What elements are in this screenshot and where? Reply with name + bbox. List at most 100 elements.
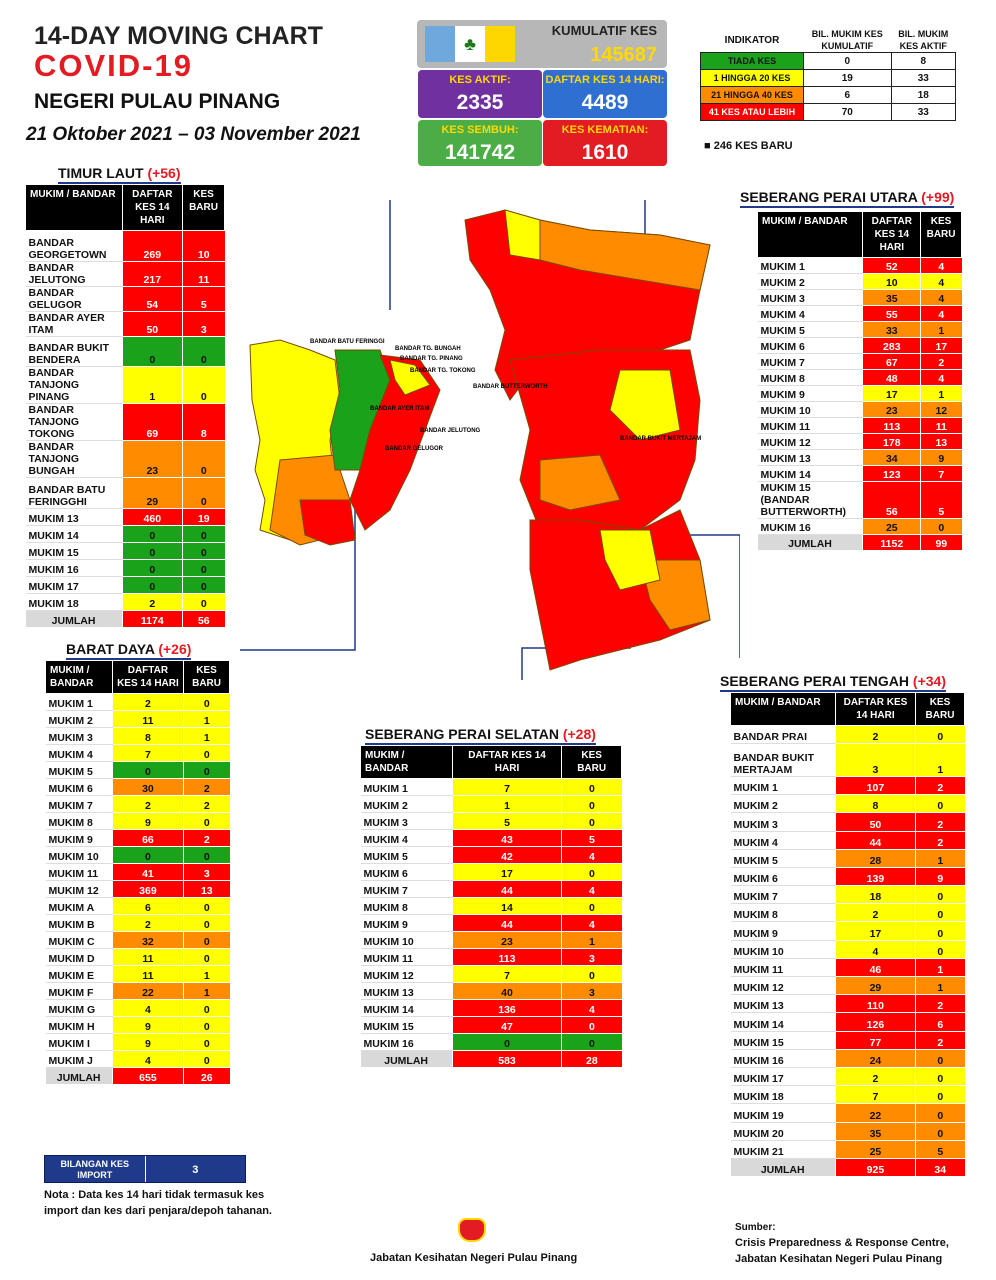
row-label: MUKIM 1 xyxy=(361,779,453,796)
baru-value: 0 xyxy=(915,940,964,958)
daftar-value: 29 xyxy=(122,478,183,509)
table-row: MUKIM 17 2 0 xyxy=(731,1067,965,1085)
aktif-box: KES AKTIF: 2335 xyxy=(418,70,542,118)
row-label: MUKIM 11 xyxy=(46,864,113,881)
row-label: MUKIM 4 xyxy=(361,830,453,847)
daftar-value: 44 xyxy=(452,881,562,898)
daftar-value: 2 xyxy=(112,796,183,813)
total-label: JUMLAH xyxy=(26,610,123,627)
timur-laut-title: TIMUR LAUT (+56) xyxy=(58,165,181,181)
map-label: BANDAR GELUGOR xyxy=(385,446,444,452)
daftar-value: 4489 xyxy=(543,91,667,115)
table-row: MUKIM F 22 1 xyxy=(46,983,230,1000)
aktif-value: 2335 xyxy=(418,91,542,115)
barat-daya-table: MUKIM / BANDAR DAFTAR KES 14 HARI KES BARU… xyxy=(45,660,230,1085)
baru-value: 0 xyxy=(184,762,230,779)
baru-value: 0 xyxy=(183,367,225,404)
table-row: MUKIM 8 14 0 xyxy=(361,898,622,915)
table-row: MUKIM 15 47 0 xyxy=(361,1017,622,1034)
daftar-value: 17 xyxy=(863,386,921,402)
row-label: BANDAR BUKIT BENDERA xyxy=(26,336,123,367)
daftar-value: 44 xyxy=(835,831,915,849)
row-label: MUKIM 2 xyxy=(758,274,863,290)
table-row: MUKIM 2 11 1 xyxy=(46,711,230,728)
table-row: MUKIM 9 44 4 xyxy=(361,915,622,932)
row-label: BANDAR TANJONG PINANG xyxy=(26,367,123,404)
row-label: MUKIM 5 xyxy=(731,849,836,867)
row-label: MUKIM 13 xyxy=(731,995,836,1013)
baru-value: 4 xyxy=(562,847,622,864)
total-value: 28 xyxy=(562,1051,622,1068)
baru-value: 9 xyxy=(921,450,962,466)
note-text: Nota : Data kes 14 hari tidak termasuk k… xyxy=(44,1187,294,1219)
table-row: MUKIM 5 33 1 xyxy=(758,322,962,338)
daftar-value: 47 xyxy=(452,1017,562,1034)
row-label: MUKIM 9 xyxy=(361,915,453,932)
table-row: MUKIM 11 113 11 xyxy=(758,418,962,434)
baru-value: 0 xyxy=(184,1017,230,1034)
table-row: MUKIM 470 xyxy=(46,745,230,762)
daftar-value: 8 xyxy=(835,795,915,813)
baru-value: 0 xyxy=(915,904,964,922)
daftar-value: 17 xyxy=(452,864,562,881)
chart-title: COVID-19 xyxy=(34,48,193,84)
table-row: MUKIM 16 24 0 xyxy=(731,1049,965,1067)
daftar-value: 217 xyxy=(122,261,183,286)
baru-value: 0 xyxy=(915,1049,964,1067)
table-row: MUKIM 890 xyxy=(46,813,230,830)
table-row: MUKIM 820 xyxy=(731,904,965,922)
row-label: MUKIM 17 xyxy=(731,1067,836,1085)
row-label: MUKIM 14 xyxy=(361,1000,453,1017)
daftar-value: 5 xyxy=(452,813,562,830)
baru-value: 0 xyxy=(183,441,225,478)
sps-table: MUKIM / BANDAR DAFTAR KES 14 HARI KES BARU… xyxy=(360,745,622,1068)
baru-value: 4 xyxy=(921,370,962,386)
daftar-value: 269 xyxy=(122,231,183,262)
baru-value: 0 xyxy=(184,1034,230,1051)
row-label: BANDAR PRAI xyxy=(731,726,836,744)
daftar-value: 10 xyxy=(863,274,921,290)
daftar-value: 46 xyxy=(835,958,915,976)
map-label: BANDAR BATU FERINGGI xyxy=(310,339,385,345)
row-label: MUKIM 9 xyxy=(731,922,836,940)
row-label: MUKIM B xyxy=(46,915,113,932)
total-value: 56 xyxy=(183,610,225,627)
total-row: JUMLAH 655 26 xyxy=(46,1068,230,1085)
row-label: MUKIM 13 xyxy=(758,450,863,466)
table-row: BANDAR BUKIT MERTAJAM 3 1 xyxy=(731,744,965,777)
column-header: DAFTAR KES 14 HARI xyxy=(122,185,183,231)
row-label: MUKIM J xyxy=(46,1051,113,1068)
baru-value: 2 xyxy=(184,830,230,847)
daftar-value: 66 xyxy=(112,830,183,847)
table-row: MUKIM 6 283 17 xyxy=(758,338,962,354)
legend-header-indikator: INDIKATOR xyxy=(701,28,804,53)
baru-value: 2 xyxy=(915,1031,964,1049)
daftar-value: 2 xyxy=(835,726,915,744)
column-header: DAFTAR KES 14 HARI xyxy=(835,693,915,726)
total-value: 1152 xyxy=(863,535,921,551)
row-label: MUKIM 4 xyxy=(758,306,863,322)
table-row: MUKIM 10 23 12 xyxy=(758,402,962,418)
daftar-value: 1 xyxy=(452,796,562,813)
aktif-label: KES AKTIF: xyxy=(418,74,542,86)
baru-value: 1 xyxy=(915,958,964,976)
map-label: BANDAR BUKIT MERTAJAM xyxy=(620,436,701,442)
source-line2: Jabatan Kesihatan Negeri Pulau Pinang xyxy=(735,1253,942,1265)
row-label: MUKIM 7 xyxy=(46,796,113,813)
daftar-value: 4 xyxy=(112,1000,183,1017)
row-label: MUKIM 7 xyxy=(361,881,453,898)
daftar-value: 34 xyxy=(863,450,921,466)
kumulatif-value: 145687 xyxy=(590,44,657,67)
total-row: JUMLAH 583 28 xyxy=(361,1051,622,1068)
daftar-value: 178 xyxy=(863,434,921,450)
baru-value: 2 xyxy=(184,779,230,796)
row-label: MUKIM A xyxy=(46,898,113,915)
table-row: MUKIM 2 10 4 xyxy=(758,274,962,290)
source-label: Sumber: xyxy=(735,1222,776,1233)
row-label: MUKIM 6 xyxy=(361,864,453,881)
daftar-value: 29 xyxy=(835,977,915,995)
baru-value: 1 xyxy=(184,728,230,745)
baru-value: 9 xyxy=(915,867,964,885)
row-label: BANDAR TANJONG TOKONG xyxy=(26,404,123,441)
